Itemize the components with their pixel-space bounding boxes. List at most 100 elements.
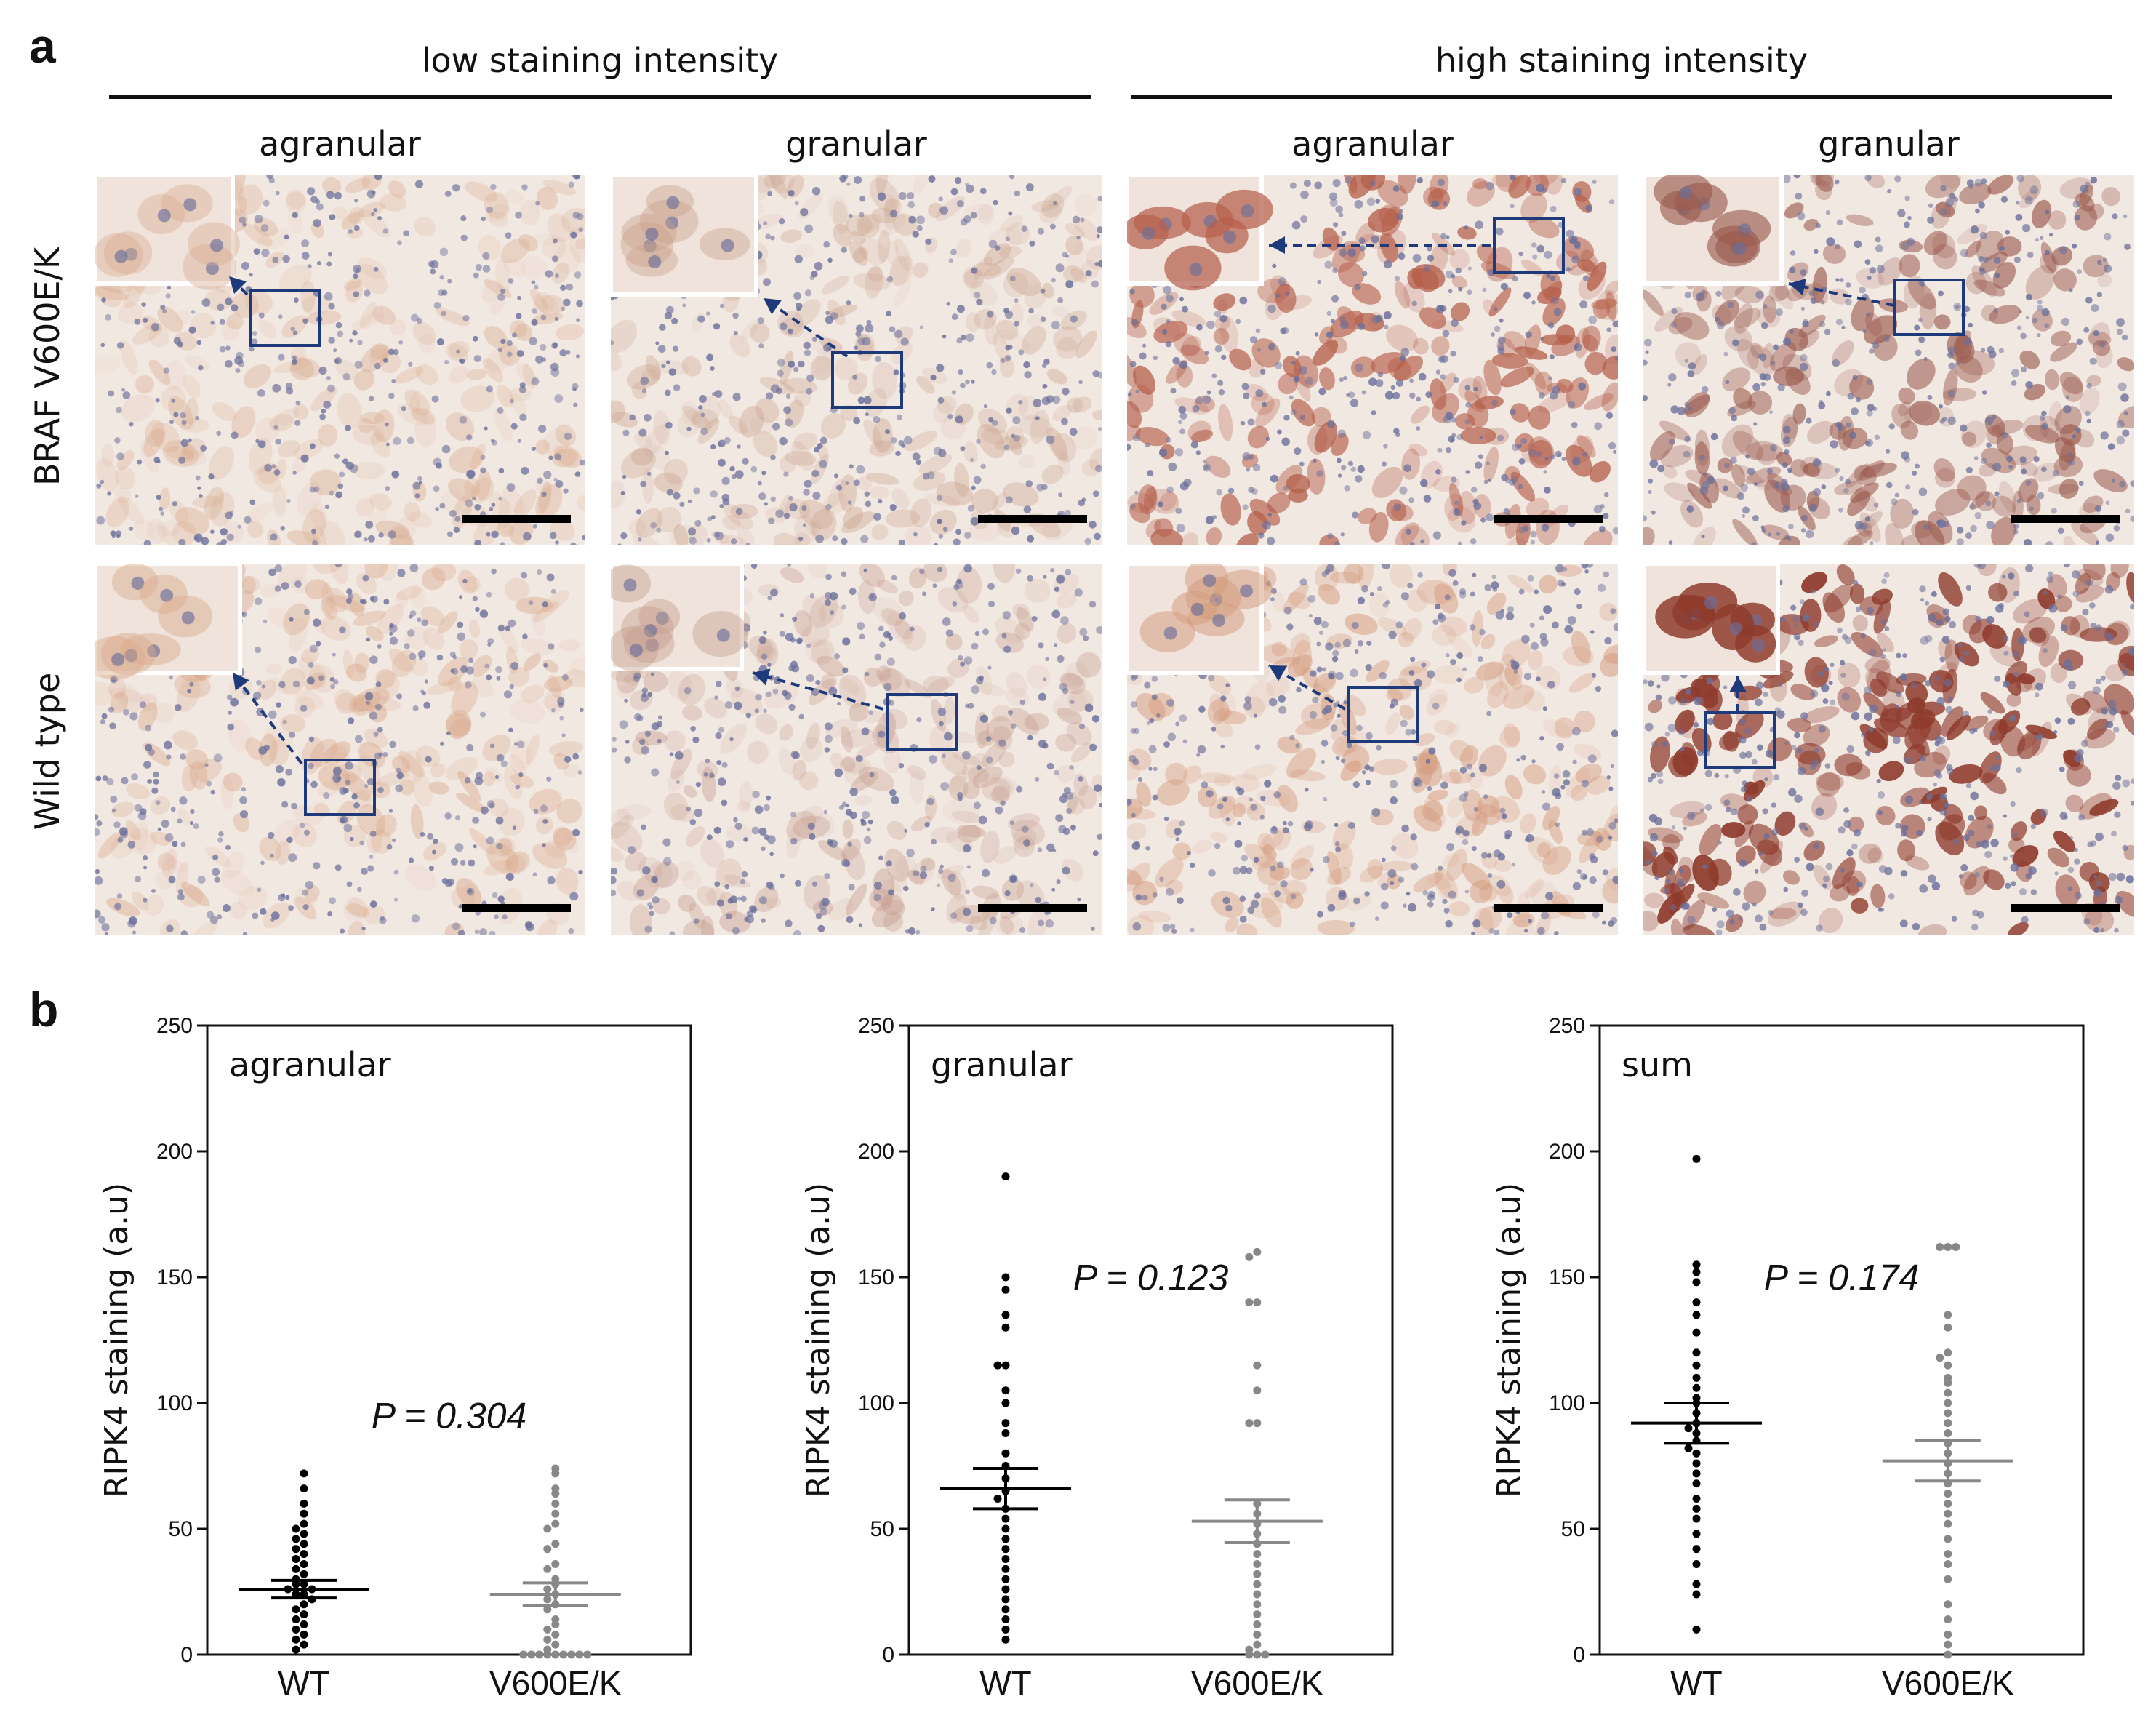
agranular-p-value: P = 0.304 (372, 1396, 527, 1436)
granular-point-s1-18 (1253, 1600, 1262, 1609)
granular-point-s0-11 (1001, 1449, 1010, 1458)
granular-point-s0-18 (1001, 1524, 1010, 1533)
sum-point-s0-3 (1692, 1278, 1701, 1287)
granular-point-s1-25 (1245, 1650, 1254, 1659)
granular-ytick-label-2: 100 (858, 1391, 894, 1415)
sum-point-s1-22 (1944, 1509, 1952, 1518)
sum-point-s0-25 (1692, 1514, 1701, 1523)
agranular-point-s1-14 (543, 1585, 552, 1594)
column-header-4: granular (1818, 124, 1960, 164)
granular-point-s0-15 (993, 1494, 1002, 1503)
granular-point-s1-24 (1253, 1650, 1262, 1659)
agranular-point-s1-26 (551, 1650, 560, 1659)
agranular-point-s1-1 (551, 1469, 560, 1478)
sum-point-s1-0 (1944, 1242, 1952, 1251)
sum-ytick-label-4: 200 (1549, 1140, 1585, 1164)
granular-point-s1-13 (1253, 1550, 1262, 1559)
agranular-point-s0-31 (300, 1640, 308, 1649)
chart-agranular: 0 50 100 150 200 250 RIPK4 staining (a.u) agran… (80, 1011, 705, 1716)
granular-point-s1-17 (1253, 1590, 1262, 1599)
granular-point-s1-26 (1261, 1650, 1270, 1659)
sum-point-s1-32 (1944, 1650, 1952, 1659)
agranular-point-s1-32 (575, 1650, 584, 1659)
granular-point-s0-25 (1001, 1595, 1010, 1604)
agranular-point-s0-7 (292, 1535, 300, 1543)
sum-point-s0-18 (1684, 1444, 1693, 1452)
group-header-high: high staining intensity (1435, 41, 1808, 80)
sum-point-s0-2 (1692, 1268, 1701, 1276)
agranular-point-s0-5 (292, 1524, 300, 1533)
granular-point-s0-29 (1001, 1635, 1010, 1644)
granular-point-s1-15 (1253, 1570, 1262, 1578)
micrograph-r2-c1 (95, 564, 585, 935)
granular-point-s0-7 (1001, 1386, 1010, 1395)
granular-point-s1-20 (1253, 1620, 1262, 1628)
agranular-ytick-label-5: 250 (156, 1014, 193, 1038)
sum-point-s0-21 (1692, 1469, 1701, 1478)
granular-point-s0-17 (1001, 1514, 1010, 1523)
granular-point-s0-5 (1001, 1361, 1010, 1370)
sum-point-s0-28 (1692, 1559, 1701, 1568)
sum-point-s1-31 (1944, 1640, 1952, 1649)
sum-point-s0-5 (1692, 1311, 1701, 1319)
agranular-chart-title: agranular (229, 1045, 391, 1084)
sum-point-s1-3 (1944, 1311, 1952, 1319)
sum-point-s1-12 (1944, 1409, 1952, 1418)
sum-point-s1-10 (1944, 1388, 1952, 1397)
agranular-point-s1-31 (527, 1650, 536, 1659)
granular-point-s1-16 (1253, 1580, 1262, 1588)
agranular-point-s1-10 (551, 1559, 560, 1568)
granular-y-axis-label: RIPK4 staining (a.u) (800, 1183, 837, 1498)
sum-ytick-label-5: 250 (1549, 1014, 1585, 1038)
agranular-ytick-label-4: 200 (156, 1140, 193, 1164)
sum-point-s1-1 (1936, 1242, 1944, 1251)
granular-point-s0-22 (1001, 1564, 1010, 1573)
agranular-point-s1-4 (551, 1499, 560, 1508)
chart-sum: 0 50 100 150 200 250 RIPK4 staining (a.u) sum WT… (1472, 1011, 2098, 1716)
granular-point-s0-19 (1001, 1535, 1010, 1543)
sum-point-s0-1 (1692, 1260, 1701, 1269)
sum-category-label-0: WT (1670, 1664, 1723, 1702)
granular-point-s0-3 (1001, 1311, 1010, 1319)
column-header-2: granular (785, 124, 927, 164)
agranular-point-s1-11 (543, 1564, 552, 1573)
granular-ytick-label-0: 0 (882, 1643, 894, 1667)
sum-point-s0-23 (1692, 1494, 1701, 1503)
micrograph-r2-c3 (1127, 564, 1618, 935)
agranular-point-s1-6 (551, 1519, 560, 1528)
granular-category-label-0: WT (979, 1664, 1032, 1702)
granular-point-s1-5 (1253, 1386, 1262, 1395)
agranular-point-s0-10 (300, 1550, 308, 1559)
agranular-point-s0-13 (292, 1564, 300, 1573)
granular-ytick-label-1: 50 (870, 1517, 894, 1541)
agranular-point-s0-17 (292, 1580, 300, 1588)
sum-point-s1-26 (1944, 1559, 1952, 1568)
sum-point-s1-24 (1944, 1535, 1952, 1543)
sum-point-s1-29 (1944, 1615, 1952, 1624)
granular-ytick-label-3: 150 (858, 1266, 894, 1290)
granular-category-label-1: V600E/K (1191, 1664, 1323, 1702)
granular-point-s0-27 (1001, 1615, 1010, 1624)
granular-point-s0-21 (1001, 1555, 1010, 1564)
micrograph-r2-c2 (611, 564, 1102, 935)
granular-point-s0-8 (1001, 1399, 1010, 1407)
column-header-1: agranular (259, 124, 421, 164)
micrograph-r1-c4 (1643, 175, 2134, 545)
sum-ytick-label-2: 100 (1549, 1391, 1585, 1415)
agranular-point-s1-29 (535, 1650, 544, 1659)
agranular-point-s0-8 (300, 1540, 308, 1548)
sum-point-s0-9 (1692, 1373, 1701, 1382)
sum-ytick-label-1: 50 (1561, 1517, 1585, 1541)
agranular-point-s0-28 (292, 1625, 300, 1634)
sum-point-s1-27 (1944, 1575, 1952, 1583)
sum-point-s0-8 (1692, 1361, 1701, 1370)
sum-point-s1-11 (1944, 1399, 1952, 1407)
agranular-point-s1-20 (551, 1620, 560, 1628)
granular-point-s1-6 (1253, 1419, 1262, 1428)
sum-point-s1-28 (1944, 1600, 1952, 1609)
granular-point-s0-10 (1001, 1429, 1010, 1438)
granular-point-s0-4 (1001, 1323, 1010, 1332)
agranular-point-s1-18 (543, 1605, 552, 1614)
granular-point-s0-20 (1001, 1545, 1010, 1554)
granular-point-s0-28 (1001, 1625, 1010, 1634)
